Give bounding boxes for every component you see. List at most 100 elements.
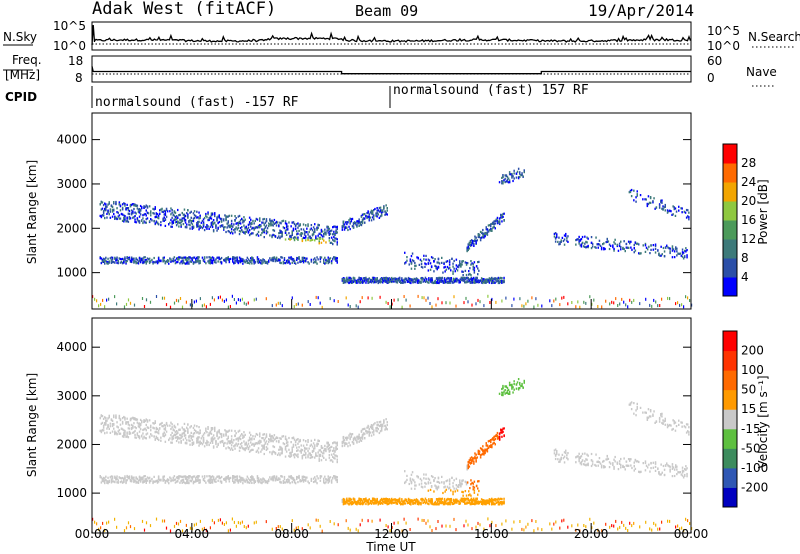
velocity-point: [342, 499, 345, 502]
power-point: [129, 301, 132, 305]
power-point: [285, 228, 288, 231]
power-colorbar-tick: 20: [741, 194, 756, 208]
velocity-point: [342, 439, 345, 442]
power-point: [333, 235, 335, 238]
power-point: [318, 232, 320, 235]
power-point: [247, 258, 250, 261]
velocity-point: [364, 427, 366, 430]
velocity-point: [289, 475, 291, 478]
power-point: [216, 216, 218, 219]
velocity-point: [411, 499, 413, 502]
power-point: [209, 302, 211, 306]
velocity-point: [175, 430, 178, 433]
power-point: [383, 205, 385, 208]
velocity-point: [428, 503, 430, 506]
power-point: [230, 214, 233, 217]
power-point: [378, 216, 381, 219]
power-point: [367, 279, 369, 282]
power-point: [446, 260, 449, 263]
velocity-point: [136, 421, 139, 424]
velocity-point: [300, 448, 302, 451]
power-point: [127, 207, 130, 210]
power-point: [260, 225, 262, 228]
velocity-point: [446, 499, 448, 502]
velocity-point: [186, 478, 188, 481]
power-point: [404, 251, 406, 254]
power-point: [367, 278, 369, 281]
velocity-point: [171, 436, 173, 439]
power-point: [133, 257, 135, 260]
velocity-point: [269, 476, 271, 479]
velocity-point: [345, 500, 347, 503]
power-point: [437, 266, 440, 269]
power-point: [434, 281, 437, 284]
velocity-point: [153, 435, 155, 438]
power-point: [332, 238, 334, 241]
power-point: [644, 250, 647, 253]
velocity-point: [308, 452, 310, 455]
velocity-point: [405, 499, 408, 502]
power-point: [325, 259, 327, 262]
velocity-point: [316, 442, 318, 445]
velocity-point: [127, 421, 130, 424]
power-point: [307, 224, 309, 228]
power-point: [345, 281, 347, 284]
power-point: [448, 259, 451, 262]
velocity-point: [378, 502, 381, 505]
power-point: [187, 261, 189, 264]
velocity-point: [257, 440, 260, 443]
velocity-point: [346, 442, 348, 445]
velocity-point: [139, 476, 142, 479]
power-point: [232, 259, 234, 262]
power-point: [349, 305, 351, 308]
velocity-point: [247, 442, 250, 445]
power-point: [273, 218, 276, 222]
power-point: [494, 281, 496, 284]
power-point: [228, 230, 231, 233]
power-point: [502, 176, 504, 179]
power-point: [463, 301, 465, 305]
power-point: [636, 242, 639, 245]
power-point: [252, 219, 254, 222]
power-point: [192, 220, 195, 223]
velocity-point: [104, 477, 106, 480]
power-point: [421, 296, 423, 300]
power-point: [211, 224, 214, 227]
velocity-point: [431, 502, 433, 506]
power-point: [215, 226, 217, 230]
power-point: [498, 217, 501, 220]
power-point: [437, 279, 439, 282]
power-point: [511, 176, 513, 179]
power-point: [201, 227, 204, 230]
velocity-point: [475, 500, 477, 503]
power-point: [608, 243, 611, 246]
power-point: [442, 271, 444, 274]
power-point: [281, 235, 283, 238]
velocity-point: [230, 440, 233, 444]
power-point: [284, 229, 287, 232]
power-point: [453, 295, 455, 299]
power-y-label: Slant Range [km]: [25, 160, 39, 264]
power-point: [238, 230, 241, 233]
power-point: [213, 298, 215, 302]
velocity-point: [269, 451, 271, 454]
power-point: [250, 259, 252, 262]
velocity-point: [293, 453, 296, 456]
power-point: [260, 233, 262, 237]
velocity-point: [216, 431, 218, 434]
velocity-point: [119, 423, 122, 426]
power-point: [652, 200, 654, 203]
velocity-point: [333, 475, 335, 478]
power-point: [262, 229, 264, 232]
power-point: [256, 218, 259, 221]
velocity-point: [211, 439, 214, 443]
power-point: [205, 262, 207, 265]
power-point: [217, 260, 219, 263]
velocity-point: [386, 502, 388, 505]
power-point: [385, 277, 387, 281]
power-point: [207, 225, 209, 228]
power-point: [404, 262, 406, 265]
power-point: [314, 230, 316, 233]
power-point: [664, 246, 667, 249]
velocity-point: [193, 432, 196, 435]
